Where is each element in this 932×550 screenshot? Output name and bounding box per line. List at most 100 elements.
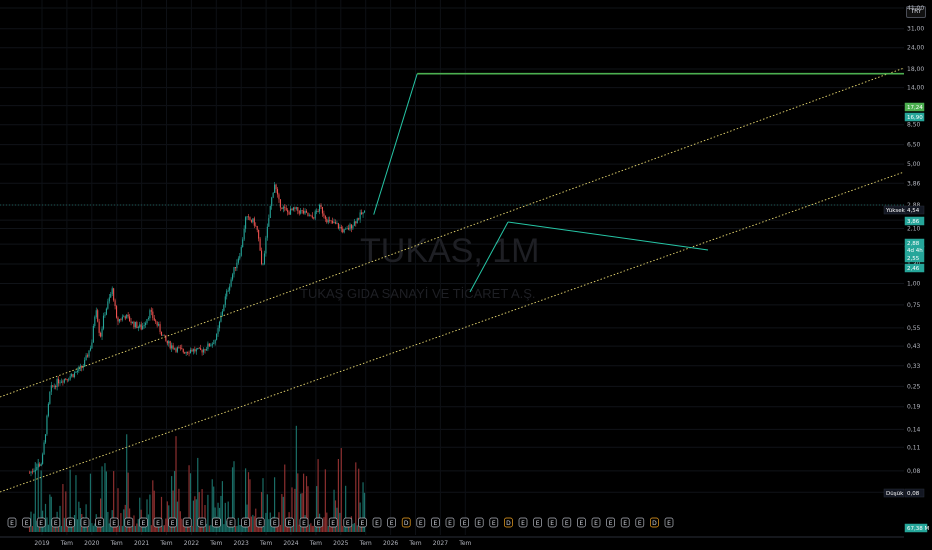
volume-bar <box>231 467 234 532</box>
time-axis-label: Tem <box>309 540 322 547</box>
candle <box>111 288 113 295</box>
candle <box>171 345 173 349</box>
volume-bar <box>343 525 345 532</box>
volume-bar <box>249 479 251 532</box>
candle <box>234 267 236 269</box>
candle <box>205 349 207 351</box>
candle <box>175 348 177 352</box>
candle <box>97 310 99 322</box>
price-axis-label: 18,00 <box>907 66 924 73</box>
candle <box>185 351 187 354</box>
candle <box>250 220 252 222</box>
volume-bar <box>281 494 283 532</box>
candle <box>176 347 178 352</box>
candle <box>91 342 93 349</box>
candle <box>352 225 354 229</box>
event-marker-label: E <box>390 520 394 527</box>
volume-bar <box>89 473 92 532</box>
candle <box>130 321 132 323</box>
event-marker-label: D <box>506 520 511 527</box>
candle <box>292 207 294 211</box>
candle <box>159 324 161 332</box>
earnings-marker <box>328 517 338 528</box>
candle <box>340 226 342 229</box>
volume-bar <box>75 475 77 532</box>
time-axis-label: 2022 <box>184 540 199 547</box>
candle <box>232 274 234 280</box>
volume-bar <box>130 525 132 532</box>
time-axis-label: Tem <box>458 540 471 547</box>
candle <box>121 316 123 320</box>
volume-bar <box>253 516 255 532</box>
price-axis-label: 6,50 <box>907 142 921 149</box>
volume-bar <box>310 523 312 532</box>
candle <box>62 381 64 383</box>
volume-bar <box>100 498 102 532</box>
candle <box>246 216 248 218</box>
candle <box>316 211 318 212</box>
volume-bar <box>363 492 366 532</box>
candle <box>158 324 160 326</box>
candle <box>265 237 267 254</box>
candle <box>192 349 194 352</box>
candle <box>166 340 168 344</box>
earnings-marker <box>577 517 586 528</box>
candle <box>332 220 334 224</box>
event-marker-label: E <box>10 520 14 527</box>
price-tag-label: Yüksek <box>885 208 906 214</box>
volume-bar <box>59 505 61 532</box>
candle <box>203 349 205 353</box>
volume-bar <box>227 501 229 532</box>
price-tag <box>904 488 925 498</box>
volume-bar <box>308 524 310 532</box>
candle <box>355 221 357 224</box>
price-tag <box>904 216 925 226</box>
time-axis-label: Tem <box>359 540 372 547</box>
price-axis-label: 3,86 <box>907 180 921 187</box>
volume-bar <box>340 448 342 532</box>
triangle-lower-line <box>469 221 509 293</box>
event-marker-label: E <box>127 520 131 527</box>
candle <box>162 334 164 336</box>
candle <box>247 216 250 218</box>
volume-bar <box>52 522 54 532</box>
candle <box>34 470 36 471</box>
candle <box>146 319 148 324</box>
candle <box>290 208 292 215</box>
candle <box>118 319 120 322</box>
candle <box>200 348 202 350</box>
candle <box>179 347 181 349</box>
candle <box>342 228 344 233</box>
time-axis-label: 2020 <box>84 540 99 547</box>
volume-bar <box>345 485 347 532</box>
volume-bar <box>362 482 364 532</box>
candle <box>36 466 38 471</box>
candle <box>123 316 125 318</box>
candle <box>160 331 163 336</box>
volume-bar <box>120 513 122 532</box>
price-tag-label: Düşük <box>886 491 904 497</box>
candle <box>291 208 293 211</box>
volume-bar <box>266 494 268 532</box>
volume-bar <box>172 490 174 532</box>
candle <box>337 223 339 229</box>
price-axis-label: 0,19 <box>907 404 921 411</box>
volume-bar <box>63 517 65 532</box>
earnings-marker <box>80 517 90 528</box>
volume-bar <box>256 525 258 532</box>
candle <box>46 415 48 435</box>
candle <box>139 324 141 327</box>
volume-bar <box>65 491 67 532</box>
volume-bar <box>31 525 34 532</box>
projection-line <box>373 73 418 215</box>
candle <box>116 306 118 318</box>
volume-bar <box>92 525 94 532</box>
volume-bar <box>53 524 55 532</box>
candle <box>346 228 348 229</box>
event-marker-label: E <box>54 520 58 527</box>
candle <box>120 319 122 320</box>
event-marker-label: E <box>434 520 438 527</box>
event-marker-label: E <box>346 520 350 527</box>
currency-button[interactable]: TRY <box>906 6 926 18</box>
